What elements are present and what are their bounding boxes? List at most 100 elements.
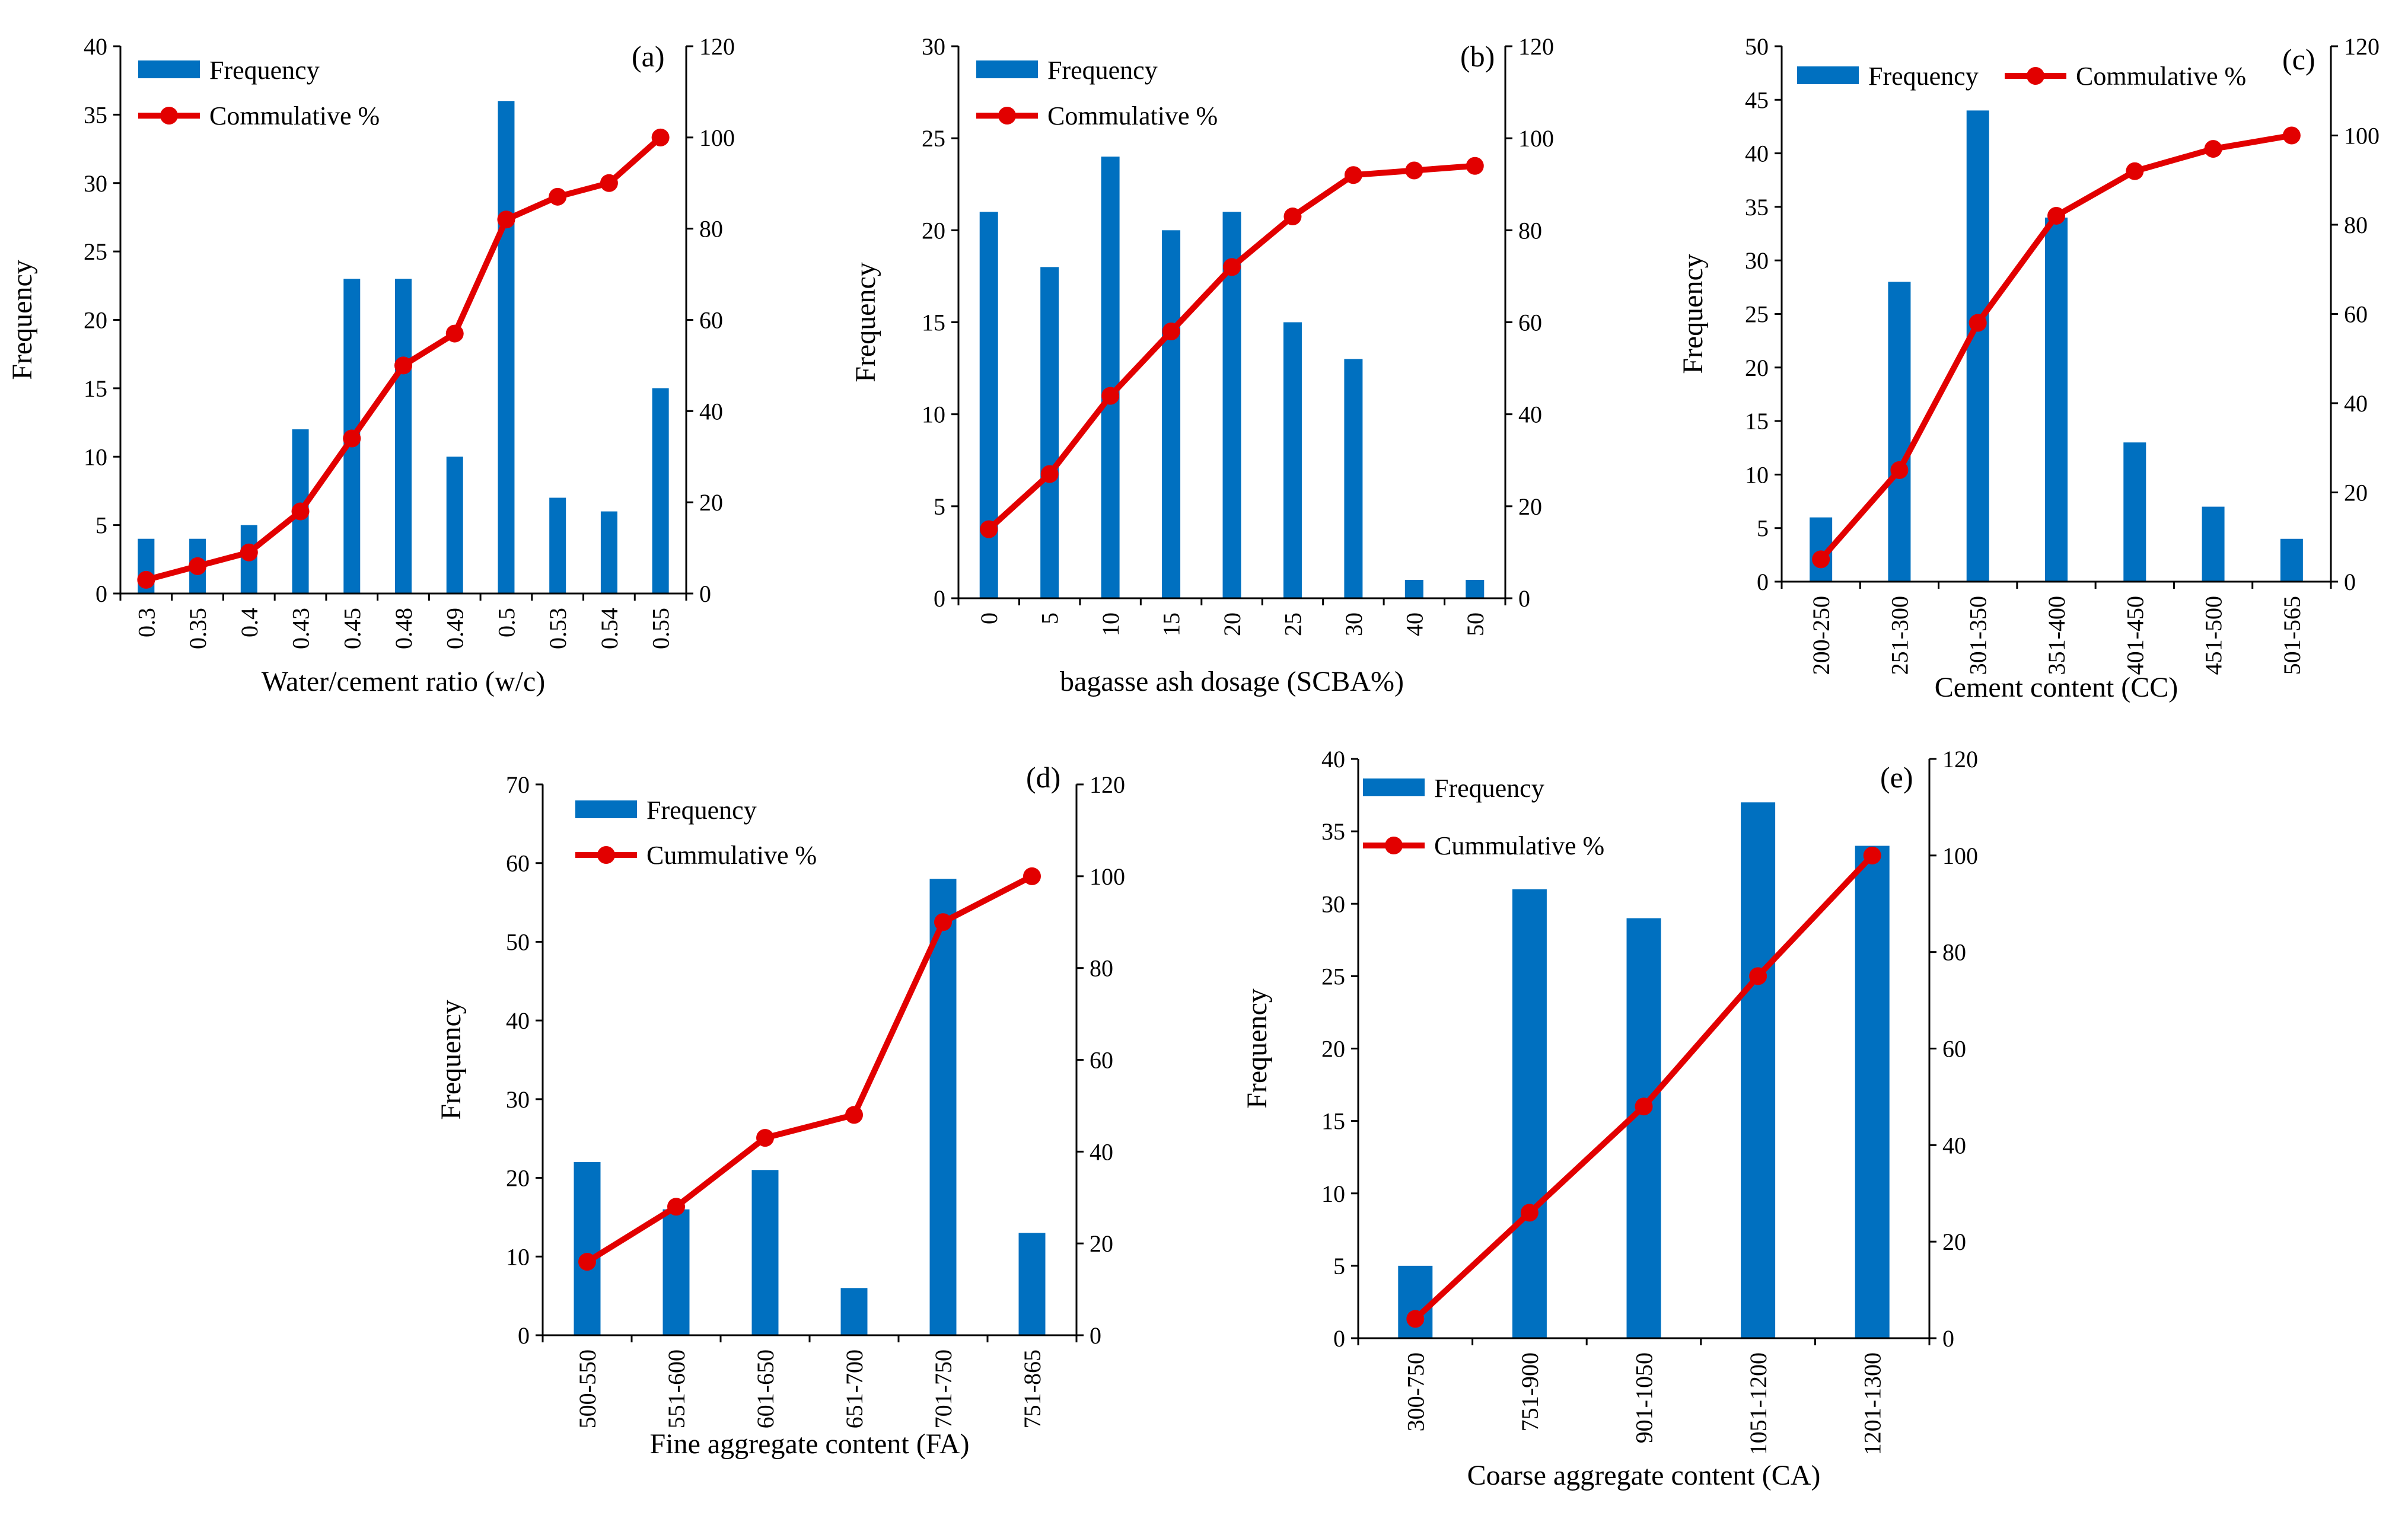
left-tick-label: 0 — [95, 580, 107, 607]
right-tick-label: 20 — [1942, 1229, 1966, 1255]
right-tick-label: 20 — [1518, 493, 1542, 520]
right-tick-label: 20 — [2344, 480, 2368, 506]
cumulative-point — [2126, 162, 2144, 180]
x-tick-label: 50 — [1462, 612, 1489, 636]
legend-line-marker — [998, 107, 1016, 125]
right-tick-label: 100 — [1518, 125, 1554, 152]
left-tick-label: 20 — [506, 1165, 530, 1192]
left-tick-label: 5 — [934, 493, 945, 520]
right-tick-label: 60 — [1518, 309, 1542, 336]
left-tick-label: 35 — [1745, 194, 1769, 221]
frequency-bar — [662, 1209, 690, 1335]
legend-label-frequency: Frequency — [209, 56, 320, 85]
frequency-bar — [549, 497, 566, 594]
x-tick-label: 1201-1300 — [1859, 1352, 1886, 1455]
right-tick-label: 80 — [2344, 212, 2368, 238]
left-tick-label: 30 — [84, 170, 107, 197]
x-tick-label: 601-650 — [752, 1349, 779, 1428]
cumulative-point — [445, 324, 464, 343]
frequency-bar — [600, 511, 617, 594]
frequency-bar — [1466, 579, 1485, 598]
x-axis-title: Water/cement ratio (w/c) — [262, 666, 546, 697]
left-tick-label: 10 — [1321, 1180, 1345, 1207]
right-tick-label: 80 — [1518, 217, 1542, 244]
right-tick-label: 0 — [1518, 585, 1530, 612]
frequency-bar — [1344, 359, 1363, 598]
left-tick-label: 35 — [1321, 818, 1345, 845]
left-tick-label: 10 — [922, 401, 945, 428]
cumulative-point — [1223, 258, 1241, 276]
panel-label: (a) — [632, 40, 665, 73]
x-tick-label: 0.5 — [493, 608, 520, 637]
cumulative-point — [240, 543, 258, 561]
cumulative-point — [549, 187, 567, 206]
legend-line-marker — [2027, 67, 2044, 85]
legend-label-cumulative: Commulative % — [209, 101, 380, 130]
cumulative-point — [1466, 157, 1484, 175]
left-tick-label: 0 — [1333, 1325, 1345, 1352]
left-tick-label: 30 — [922, 33, 945, 60]
chart-panel-a: 0 5 10 15 20 25 30 35 40 0 20 40 60 80 100 120 0.3 0.35 0.… — [7, 33, 735, 697]
right-tick-label: 80 — [699, 216, 723, 243]
frequency-bar — [979, 212, 998, 598]
legend-label-cumulative: Commulative % — [1047, 101, 1218, 130]
right-tick-label: 120 — [1090, 771, 1125, 798]
cumulative-point — [600, 174, 618, 192]
cumulative-point — [1635, 1097, 1653, 1116]
left-tick-label: 50 — [1745, 33, 1769, 60]
frequency-bar — [751, 1170, 779, 1335]
frequency-bar — [1512, 889, 1547, 1338]
frequency-bar — [840, 1288, 868, 1335]
left-tick-label: 15 — [1745, 408, 1769, 435]
cumulative-point — [2204, 140, 2222, 158]
frequency-bar — [1101, 157, 1120, 598]
right-tick-label: 80 — [1090, 955, 1113, 982]
x-axis-title: Cement content (CC) — [1935, 672, 2178, 703]
cumulative-point — [343, 429, 361, 448]
frequency-bar — [446, 457, 463, 594]
x-tick-label: 500-550 — [574, 1349, 601, 1428]
left-tick-label: 70 — [506, 771, 530, 798]
x-tick-label: 401-450 — [2122, 596, 2148, 675]
legend-label-cumulative: Cummulative % — [1434, 831, 1604, 860]
right-tick-label: 0 — [699, 580, 711, 607]
x-tick-label: 200-250 — [1808, 596, 1834, 675]
panel-label: (d) — [1026, 761, 1060, 794]
x-tick-label: 451-500 — [2200, 596, 2227, 675]
x-tick-label: 0.45 — [339, 608, 365, 649]
y-axis-title: Frequency — [7, 260, 38, 380]
right-tick-label: 120 — [2344, 33, 2380, 60]
left-tick-label: 20 — [1321, 1036, 1345, 1062]
cumulative-point — [137, 570, 155, 589]
right-tick-label: 120 — [1518, 33, 1554, 60]
right-tick-label: 40 — [2344, 390, 2368, 417]
x-tick-label: 0.43 — [288, 608, 314, 649]
right-tick-label: 100 — [699, 125, 735, 151]
x-tick-label: 5 — [1037, 612, 1063, 624]
right-tick-label: 40 — [1090, 1138, 1113, 1165]
frequency-bar — [1626, 918, 1661, 1338]
x-tick-label: 0.48 — [390, 608, 417, 649]
y-axis-title: Frequency — [435, 1000, 467, 1120]
left-tick-label: 25 — [922, 125, 945, 152]
left-tick-label: 40 — [1745, 141, 1769, 167]
x-tick-label: 0.3 — [133, 608, 160, 637]
frequency-bar — [1040, 267, 1059, 598]
right-tick-label: 0 — [1090, 1322, 1101, 1349]
cumulative-point — [189, 557, 207, 575]
x-tick-label: 0.4 — [236, 608, 263, 637]
legend-label-frequency: Frequency — [1434, 774, 1544, 803]
x-axis-title: bagasse ash dosage (SCBA%) — [1060, 666, 1404, 697]
cumulative-point — [2047, 206, 2065, 225]
left-tick-label: 25 — [1745, 301, 1769, 328]
left-tick-label: 30 — [1321, 891, 1345, 917]
frequency-bar — [2045, 217, 2068, 582]
frequency-bar — [929, 879, 957, 1335]
x-tick-label: 0 — [976, 612, 1002, 624]
left-tick-label: 10 — [506, 1243, 530, 1270]
cumulative-point — [1040, 465, 1059, 483]
right-tick-label: 40 — [1942, 1132, 1966, 1159]
left-tick-label: 40 — [506, 1007, 530, 1034]
legend-bar-swatch — [575, 800, 637, 818]
